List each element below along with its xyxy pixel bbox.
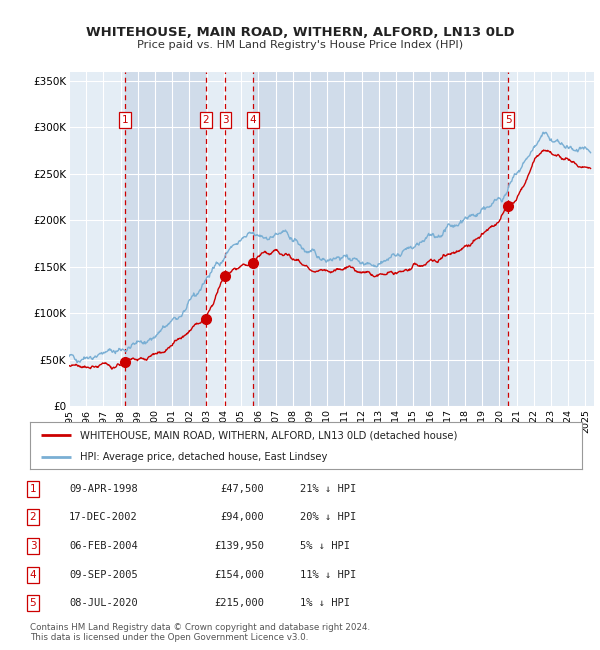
Text: 2: 2	[29, 512, 37, 523]
Text: 2: 2	[203, 115, 209, 125]
Bar	[69, 72, 125, 406]
Text: 1% ↓ HPI: 1% ↓ HPI	[300, 598, 350, 608]
Text: £139,950: £139,950	[214, 541, 264, 551]
Text: £47,500: £47,500	[220, 484, 264, 494]
Bar	[253, 72, 508, 406]
Text: 4: 4	[29, 569, 37, 580]
Text: WHITEHOUSE, MAIN ROAD, WITHERN, ALFORD, LN13 0LD (detached house): WHITEHOUSE, MAIN ROAD, WITHERN, ALFORD, …	[80, 430, 457, 441]
Text: 21% ↓ HPI: 21% ↓ HPI	[300, 484, 356, 494]
Text: 06-FEB-2004: 06-FEB-2004	[69, 541, 138, 551]
Text: Contains HM Land Registry data © Crown copyright and database right 2024.
This d: Contains HM Land Registry data © Crown c…	[30, 623, 370, 642]
Text: 3: 3	[29, 541, 37, 551]
Text: 09-SEP-2005: 09-SEP-2005	[69, 569, 138, 580]
Text: 1: 1	[122, 115, 128, 125]
Text: 11% ↓ HPI: 11% ↓ HPI	[300, 569, 356, 580]
Bar	[508, 72, 594, 406]
Text: £154,000: £154,000	[214, 569, 264, 580]
Text: 17-DEC-2002: 17-DEC-2002	[69, 512, 138, 523]
Text: 3: 3	[222, 115, 229, 125]
Text: 5: 5	[29, 598, 37, 608]
Bar	[206, 72, 253, 406]
Text: 20% ↓ HPI: 20% ↓ HPI	[300, 512, 356, 523]
Text: 09-APR-1998: 09-APR-1998	[69, 484, 138, 494]
Text: 1: 1	[29, 484, 37, 494]
Text: 5: 5	[505, 115, 512, 125]
Text: HPI: Average price, detached house, East Lindsey: HPI: Average price, detached house, East…	[80, 452, 327, 462]
Text: WHITEHOUSE, MAIN ROAD, WITHERN, ALFORD, LN13 0LD: WHITEHOUSE, MAIN ROAD, WITHERN, ALFORD, …	[86, 26, 514, 39]
Text: £215,000: £215,000	[214, 598, 264, 608]
Text: Price paid vs. HM Land Registry's House Price Index (HPI): Price paid vs. HM Land Registry's House …	[137, 40, 463, 50]
Text: 5% ↓ HPI: 5% ↓ HPI	[300, 541, 350, 551]
Bar	[125, 72, 206, 406]
Text: £94,000: £94,000	[220, 512, 264, 523]
Text: 4: 4	[250, 115, 256, 125]
Text: 08-JUL-2020: 08-JUL-2020	[69, 598, 138, 608]
